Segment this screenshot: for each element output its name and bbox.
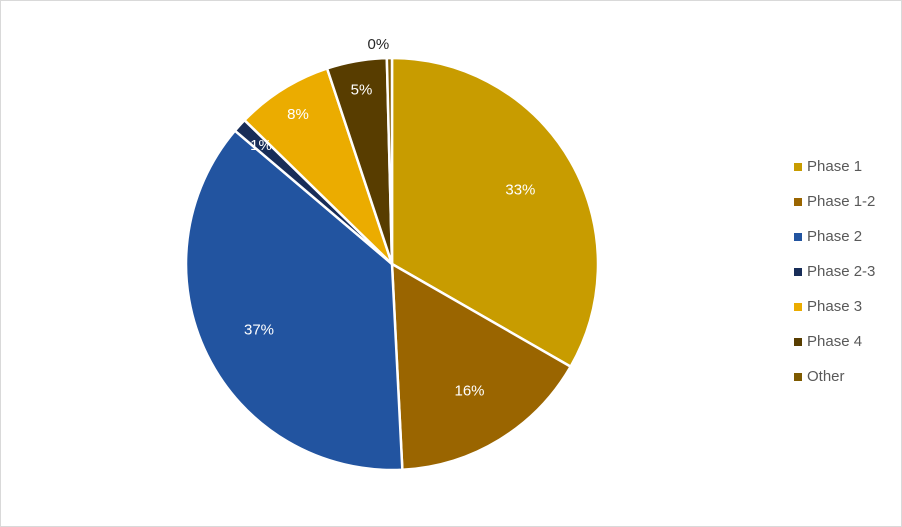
data-label-other: 0% xyxy=(368,36,390,53)
legend-label: Phase 2 xyxy=(807,227,863,245)
legend-label: Phase 3 xyxy=(807,297,863,315)
legend-label: Phase 4 xyxy=(807,332,863,350)
legend-label: Phase 1-2 xyxy=(807,192,876,210)
legend-item-phase-2: Phase 2 xyxy=(794,219,899,254)
legend-swatch xyxy=(794,197,802,206)
legend-label: Phase 1 xyxy=(807,157,863,175)
legend-item-other: Other xyxy=(794,359,899,394)
legend-item-phase-3: Phase 3 xyxy=(794,289,899,324)
pie-slice-phase-1-2 xyxy=(390,262,572,471)
legend-swatch xyxy=(794,232,802,241)
data-label-phase-1: 33% xyxy=(505,182,535,199)
legend-label: Phase 2-3 xyxy=(807,262,876,280)
legend-swatch xyxy=(794,267,802,276)
legend-item-phase-4: Phase 4 xyxy=(794,324,899,359)
data-label-phase-3: 8% xyxy=(287,106,309,123)
data-label-phase-4: 5% xyxy=(351,82,373,99)
legend: Phase 1 Phase 1-2 Phase 2 Phase 2-3 Phas… xyxy=(794,149,899,394)
pie-slice-other xyxy=(385,56,394,266)
data-label-phase-1-2: 16% xyxy=(454,383,484,400)
pie-slice-phase-1 xyxy=(390,56,600,368)
pie-slice-phase-3 xyxy=(243,67,394,266)
legend-swatch xyxy=(794,162,802,171)
data-label-phase-2: 37% xyxy=(244,322,274,339)
pie-slice-phase-2 xyxy=(184,129,404,472)
legend-swatch xyxy=(794,302,802,311)
legend-label: Other xyxy=(807,367,845,385)
legend-swatch xyxy=(794,372,802,381)
legend-item-phase-1: Phase 1 xyxy=(794,149,899,184)
data-label-phase-2-3: 1% xyxy=(250,137,272,154)
legend-item-phase-1-2: Phase 1-2 xyxy=(794,184,899,219)
legend-item-phase-2-3: Phase 2-3 xyxy=(794,254,899,289)
legend-swatch xyxy=(794,337,802,346)
